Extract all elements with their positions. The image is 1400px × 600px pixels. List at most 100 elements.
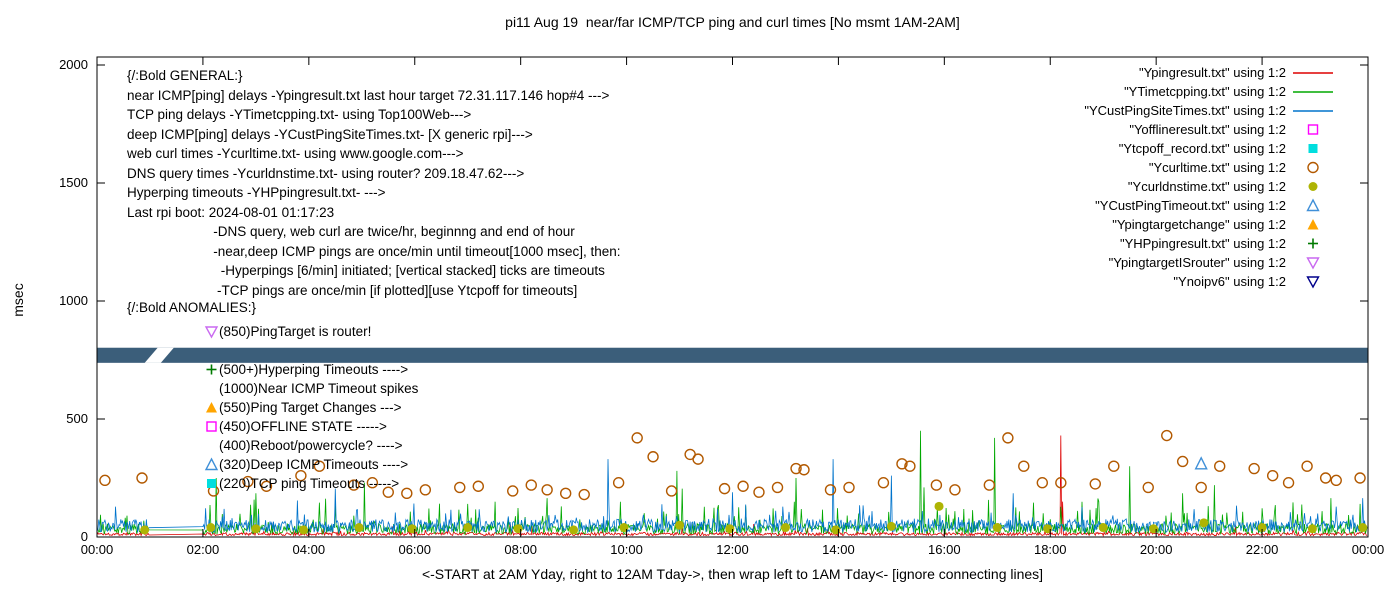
square-filled-icon bbox=[206, 479, 216, 488]
triangle-up-filled-icon bbox=[205, 402, 217, 413]
circle-open-icon bbox=[1307, 161, 1319, 174]
anomaly-annotations: (850)PingTarget is router! (500+)Hyperpin… bbox=[203, 322, 418, 493]
legend-label: "Ytcpoff_record.txt" using 1:2 bbox=[1118, 141, 1286, 156]
legend-label: "YHPpingresult.txt" using 1:2 bbox=[1119, 236, 1286, 251]
legend-label: "Ycurldnstime.txt" using 1:2 bbox=[1127, 179, 1286, 194]
y-tick-label: 2000 bbox=[59, 57, 88, 72]
general-annotation-line: -Hyperpings [6/min] initiated; [vertical… bbox=[127, 263, 605, 278]
x-tick-label: 08:00 bbox=[504, 542, 537, 557]
x-tick-label: 04:00 bbox=[293, 542, 326, 557]
chart-title: pi11 Aug 19 near/far ICMP/TCP ping and c… bbox=[505, 14, 960, 30]
anomaly-line: (320)Deep ICMP Timeouts ----> bbox=[203, 455, 418, 474]
y-axis-ticks: 0 500 1000 1500 2000 bbox=[59, 57, 1368, 544]
anomaly-text: (500+)Hyperping Timeouts ----> bbox=[219, 362, 409, 377]
anomaly-line: (500+)Hyperping Timeouts ----> bbox=[203, 360, 418, 379]
legend-label: "Ypingtargetchange" using 1:2 bbox=[1112, 217, 1286, 232]
anomaly-marker bbox=[203, 362, 219, 377]
series-Ypingresult bbox=[96, 435, 1368, 537]
legend: "Ypingresult.txt" using 1:2 "YTimetcpping… bbox=[976, 63, 1336, 291]
legend-label: "Ynoipv6" using 1:2 bbox=[1173, 274, 1286, 289]
x-axis-ticks: 00:00 02:00 04:00 06:00 08:00 10:00 12:00 14:00… bbox=[81, 57, 1384, 557]
anomaly-line: (550)Ping Target Changes ---> bbox=[203, 398, 418, 417]
anomaly-marker bbox=[203, 419, 219, 434]
legend-entry: "YpingtargetISrouter" using 1:2 bbox=[976, 253, 1336, 272]
triangle-down-open-icon bbox=[1306, 257, 1320, 270]
general-annotation-line: -near,deep ICMP pings are once/min until… bbox=[127, 243, 621, 259]
anomaly-line: (450)OFFLINE STATE -----> bbox=[203, 417, 418, 436]
legend-marker bbox=[1290, 65, 1336, 80]
series-lines bbox=[96, 430, 1368, 537]
legend-entry: "Ycurltime.txt" using 1:2 bbox=[976, 158, 1336, 177]
anomaly-text: (1000)Near ICMP Timeout spikes bbox=[219, 381, 419, 396]
general-annotation-line: web curl times -Ycurltime.txt- using www… bbox=[127, 146, 464, 161]
general-annotation-line: -DNS query, web curl are twice/hr, begin… bbox=[127, 224, 575, 239]
general-annotation-line: TCP ping delays -YTimetcpping.txt- using… bbox=[127, 107, 472, 122]
anomaly-line: (1000)Near ICMP Timeout spikes bbox=[203, 379, 418, 398]
circle-filled-icon bbox=[1308, 182, 1318, 191]
anomaly-marker bbox=[203, 457, 219, 472]
anomaly-text: (850)PingTarget is router! bbox=[219, 324, 372, 339]
legend-marker bbox=[1290, 198, 1336, 213]
legend-marker bbox=[1290, 236, 1336, 251]
y-tick-label: 1000 bbox=[59, 293, 88, 308]
x-tick-label: 06:00 bbox=[398, 542, 431, 557]
x-tick-label: 12:00 bbox=[716, 542, 749, 557]
x-axis-label: <-START at 2AM Yday, right to 12AM Tday-… bbox=[421, 566, 1044, 582]
x-tick-label: 14:00 bbox=[822, 542, 855, 557]
x-tick-label: 22:00 bbox=[1246, 542, 1279, 557]
scatter-Ycurltime bbox=[99, 429, 1366, 501]
anomaly-line: (850)PingTarget is router! bbox=[203, 322, 418, 341]
anomaly-text: (400)Reboot/powercycle? ----> bbox=[219, 438, 403, 453]
square-filled-icon bbox=[1308, 144, 1318, 153]
legend-label: "Ycurltime.txt" using 1:2 bbox=[1148, 160, 1286, 175]
anomaly-line: (220)TCP ping Timeouts -----> bbox=[203, 474, 418, 493]
legend-marker bbox=[1290, 255, 1336, 270]
legend-entry: "YCustPingSiteTimes.txt" using 1:2 bbox=[976, 101, 1336, 120]
triangle-up-filled-icon bbox=[1307, 219, 1319, 230]
square-open-icon bbox=[205, 421, 217, 432]
legend-entry: "YCustPingTimeout.txt" using 1:2 bbox=[976, 196, 1336, 215]
anomaly-line bbox=[203, 341, 418, 360]
plus-icon bbox=[206, 364, 216, 375]
anomaly-text: (450)OFFLINE STATE -----> bbox=[219, 419, 387, 434]
y-tick-label: 500 bbox=[66, 411, 88, 426]
legend-entry: "Ynoipv6" using 1:2 bbox=[976, 272, 1336, 291]
anomaly-marker bbox=[203, 476, 219, 491]
x-tick-label: 20:00 bbox=[1140, 542, 1173, 557]
line-icon bbox=[1293, 110, 1333, 112]
x-tick-label: 10:00 bbox=[610, 542, 643, 557]
scatter-points bbox=[99, 429, 1368, 535]
noipv6-band bbox=[97, 347, 1368, 363]
legend-marker bbox=[1290, 84, 1336, 99]
legend-entry: "Ycurldnstime.txt" using 1:2 bbox=[976, 177, 1336, 196]
legend-marker bbox=[1290, 274, 1336, 289]
legend-label: "YCustPingSiteTimes.txt" using 1:2 bbox=[1084, 103, 1286, 118]
anomaly-line: (400)Reboot/powercycle? ----> bbox=[203, 436, 418, 455]
legend-marker bbox=[1290, 217, 1336, 232]
legend-label: "YCustPingTimeout.txt" using 1:2 bbox=[1095, 198, 1286, 213]
legend-label: "Ypingresult.txt" using 1:2 bbox=[1138, 65, 1286, 80]
legend-marker bbox=[1290, 160, 1336, 175]
y-tick-label: 1500 bbox=[59, 175, 88, 190]
legend-marker bbox=[1290, 141, 1336, 156]
triangle-down-open-icon bbox=[1306, 276, 1320, 289]
general-annotation-line: {/:Bold GENERAL:} bbox=[127, 68, 243, 83]
general-annotation-line: deep ICMP[ping] delays -YCustPingSiteTim… bbox=[127, 126, 533, 142]
x-tick-label: 00:00 bbox=[81, 542, 114, 557]
general-annotation-line: -TCP pings are once/min [if plotted][use… bbox=[127, 282, 578, 298]
legend-entry: "Ytcpoff_record.txt" using 1:2 bbox=[976, 139, 1336, 158]
anomaly-marker bbox=[203, 324, 219, 339]
anomalies-header: {/:Bold ANOMALIES:} bbox=[127, 300, 257, 315]
legend-entry: "Ypingresult.txt" using 1:2 bbox=[976, 63, 1336, 82]
scatter-YCustPingTimeout bbox=[1194, 456, 1208, 470]
line-icon bbox=[1293, 72, 1333, 74]
legend-label: "Yofflineresult.txt" using 1:2 bbox=[1129, 122, 1286, 137]
series-YCustPingSiteTimes bbox=[96, 459, 1368, 534]
triangle-up-open-icon bbox=[1306, 198, 1320, 212]
legend-entry: "YTimetcpping.txt" using 1:2 bbox=[976, 82, 1336, 101]
legend-marker bbox=[1290, 179, 1336, 194]
triangle-down-open-icon bbox=[204, 326, 218, 339]
legend-label: "YpingtargetISrouter" using 1:2 bbox=[1108, 255, 1286, 270]
general-annotation-line: Hyperping timeouts -YHPpingresult.txt- -… bbox=[127, 185, 386, 200]
